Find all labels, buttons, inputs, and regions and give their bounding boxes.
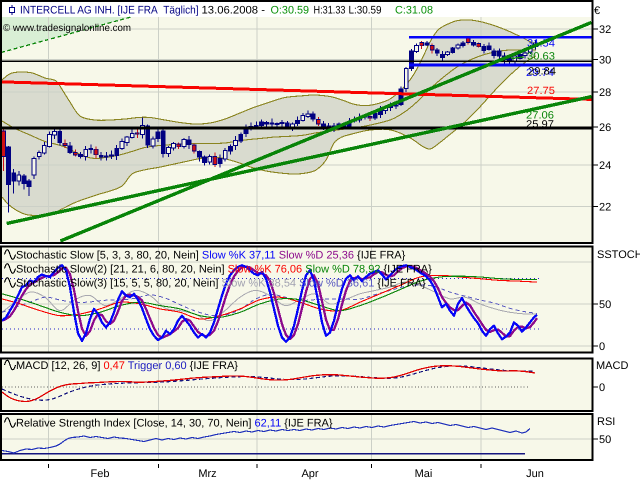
svg-text:MACD: MACD (596, 360, 628, 372)
svg-text:29.74: 29.74 (526, 67, 554, 79)
svg-text:25.97: 25.97 (526, 119, 554, 131)
svg-text:Relative Strength Index [Close: Relative Strength Index [Close, 14, 30, … (16, 418, 333, 430)
svg-text:22: 22 (599, 201, 611, 213)
svg-text:Stochastic Slow(2) [21, 21, 6,: Stochastic Slow(2) [21, 21, 6, 80, 20, N… (16, 264, 432, 276)
svg-text:50: 50 (599, 299, 611, 311)
svg-text:H:31.33: H:31.33 (314, 5, 346, 17)
svg-text:50: 50 (599, 434, 611, 446)
svg-text:0: 0 (599, 341, 605, 353)
svg-text:Jun: Jun (526, 468, 544, 480)
svg-text:30: 30 (599, 54, 611, 66)
svg-text:30.63: 30.63 (527, 51, 555, 63)
svg-text:Mrz: Mrz (198, 468, 216, 480)
svg-text:Apr: Apr (301, 468, 318, 480)
svg-text:O:30.59: O:30.59 (271, 5, 310, 17)
svg-text:26: 26 (599, 122, 611, 134)
svg-text:27.75: 27.75 (527, 85, 555, 97)
svg-text:C:31.08: C:31.08 (395, 5, 433, 17)
svg-text:€: € (594, 5, 600, 17)
svg-text:RSI: RSI (597, 416, 615, 428)
svg-text:MACD [12, 26, 9] 0,47 Trigger: MACD [12, 26, 9] 0,47 Trigger 0,60 {IJE … (16, 360, 238, 372)
svg-text:24: 24 (599, 160, 611, 172)
svg-text:32: 32 (599, 24, 611, 36)
svg-text:0: 0 (599, 382, 605, 394)
svg-text:28: 28 (599, 87, 611, 99)
svg-text:Feb: Feb (91, 468, 110, 480)
svg-text:Mai: Mai (415, 468, 433, 480)
svg-text:29.84: 29.84 (528, 66, 556, 78)
svg-text:INTERCELL AG INH. [IJE FRA Tä: INTERCELL AG INH. [IJE FRA Täglich] (20, 5, 199, 17)
svg-text:13.06.2008 -: 13.06.2008 - (202, 5, 266, 17)
svg-text:L:30.59: L:30.59 (349, 5, 382, 17)
svg-text:27.06: 27.06 (526, 110, 554, 122)
svg-text:Stochastic Slow [5, 3, 3, 80,: Stochastic Slow [5, 3, 3, 80, 20, Nein] … (16, 250, 406, 262)
svg-text:Stochastic Slow(3) [15, 5, 5,: Stochastic Slow(3) [15, 5, 5, 80, 20, Ne… (16, 278, 426, 290)
svg-text:© www.tradesignalonline.com: © www.tradesignalonline.com (3, 23, 131, 34)
svg-text:SSTOCH: SSTOCH (597, 249, 640, 261)
